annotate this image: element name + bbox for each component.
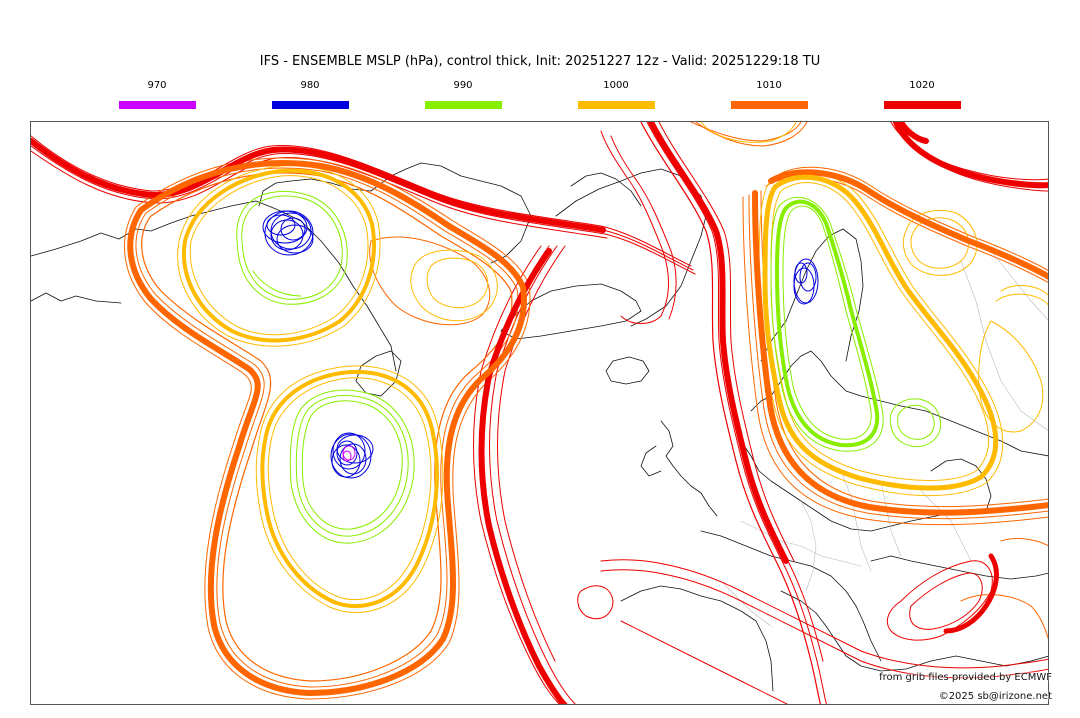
country-borders	[720, 250, 1048, 627]
legend-swatch	[883, 101, 961, 109]
legend-swatch	[730, 101, 808, 109]
legend-label: 990	[453, 80, 473, 91]
legend-label: 1010	[756, 80, 782, 91]
isobars-1010	[124, 122, 1048, 700]
legend-item-1020: 1020	[883, 80, 961, 109]
legend-item-1010: 1010	[730, 80, 808, 109]
control-member-isobars	[31, 122, 1048, 704]
legend-swatch	[271, 101, 349, 109]
legend-label: 1020	[909, 80, 935, 91]
legend-item-970: 970	[118, 80, 196, 109]
legend-swatch	[118, 101, 196, 109]
map-panel[interactable]	[30, 121, 1049, 705]
legend-item-1000: 1000	[577, 80, 655, 109]
legend-label: 970	[147, 80, 167, 91]
isobars-980	[262, 210, 819, 479]
map-title: IFS - ENSEMBLE MSLP (hPa), control thick…	[259, 54, 821, 69]
isobars-970	[342, 445, 356, 462]
legend-swatch	[577, 101, 655, 109]
data-source-credit: from grib files provided by ECMWF	[879, 672, 1052, 683]
isobar-map	[31, 122, 1048, 704]
legend-label: 1000	[603, 80, 629, 91]
legend-item-990: 990	[424, 80, 502, 109]
legend-label: 980	[300, 80, 320, 91]
legend-item-980: 980	[271, 80, 349, 109]
copyright-notice: ©2025 sb@irizone.net	[938, 691, 1052, 702]
pressure-legend: 970 980 990 1000 1010 1020	[0, 80, 1080, 110]
legend-swatch	[424, 101, 502, 109]
